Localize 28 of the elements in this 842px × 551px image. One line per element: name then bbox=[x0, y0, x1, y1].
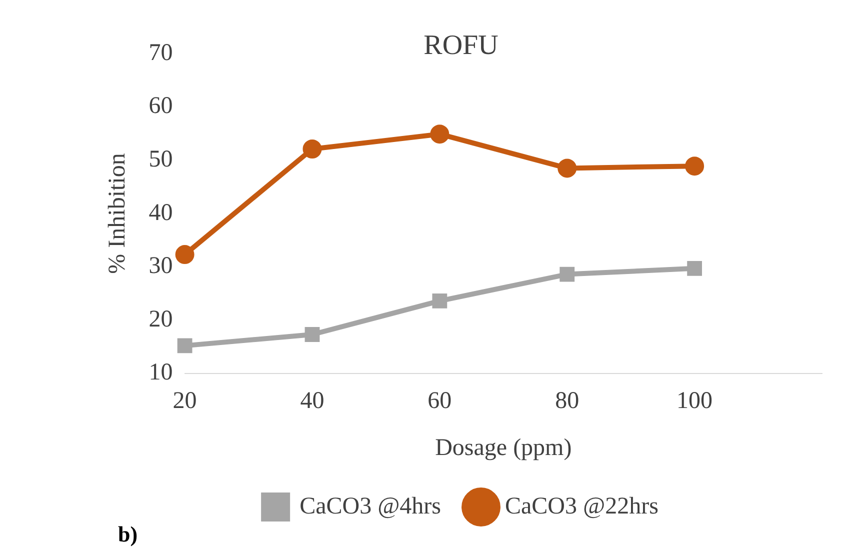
y-tick-label: 20 bbox=[148, 306, 173, 332]
y-tick-label: 70 bbox=[148, 40, 173, 66]
chart-title: ROFU bbox=[424, 30, 498, 62]
point bbox=[560, 266, 575, 282]
point bbox=[175, 245, 194, 264]
x-tick-label: 100 bbox=[676, 388, 713, 414]
point bbox=[685, 156, 704, 176]
legend-label: CaCO3 @4hrs bbox=[300, 493, 442, 520]
x-tick-label: 40 bbox=[300, 388, 324, 414]
x-axis-title: Dosage (ppm) bbox=[435, 434, 572, 461]
point bbox=[177, 338, 192, 354]
point bbox=[304, 327, 320, 342]
text: b) bbox=[118, 522, 138, 547]
x-tick-label: 80 bbox=[555, 388, 580, 414]
point bbox=[432, 293, 448, 308]
y-tick-label: 10 bbox=[148, 360, 173, 386]
x-tick-label: 60 bbox=[428, 388, 452, 414]
y-tick-label: 50 bbox=[148, 146, 173, 172]
x-tick-label: 20 bbox=[172, 388, 197, 414]
legend-label: CaCO3 @22hrs bbox=[505, 493, 658, 520]
y-tick-label: 30 bbox=[148, 253, 173, 280]
point bbox=[302, 140, 322, 159]
y-tick-label: 60 bbox=[148, 93, 173, 120]
y-tick-label: 40 bbox=[148, 200, 173, 226]
point bbox=[430, 124, 450, 144]
point bbox=[687, 260, 702, 276]
point bbox=[558, 158, 577, 178]
y-axis-title: % Inhibition bbox=[104, 153, 131, 274]
